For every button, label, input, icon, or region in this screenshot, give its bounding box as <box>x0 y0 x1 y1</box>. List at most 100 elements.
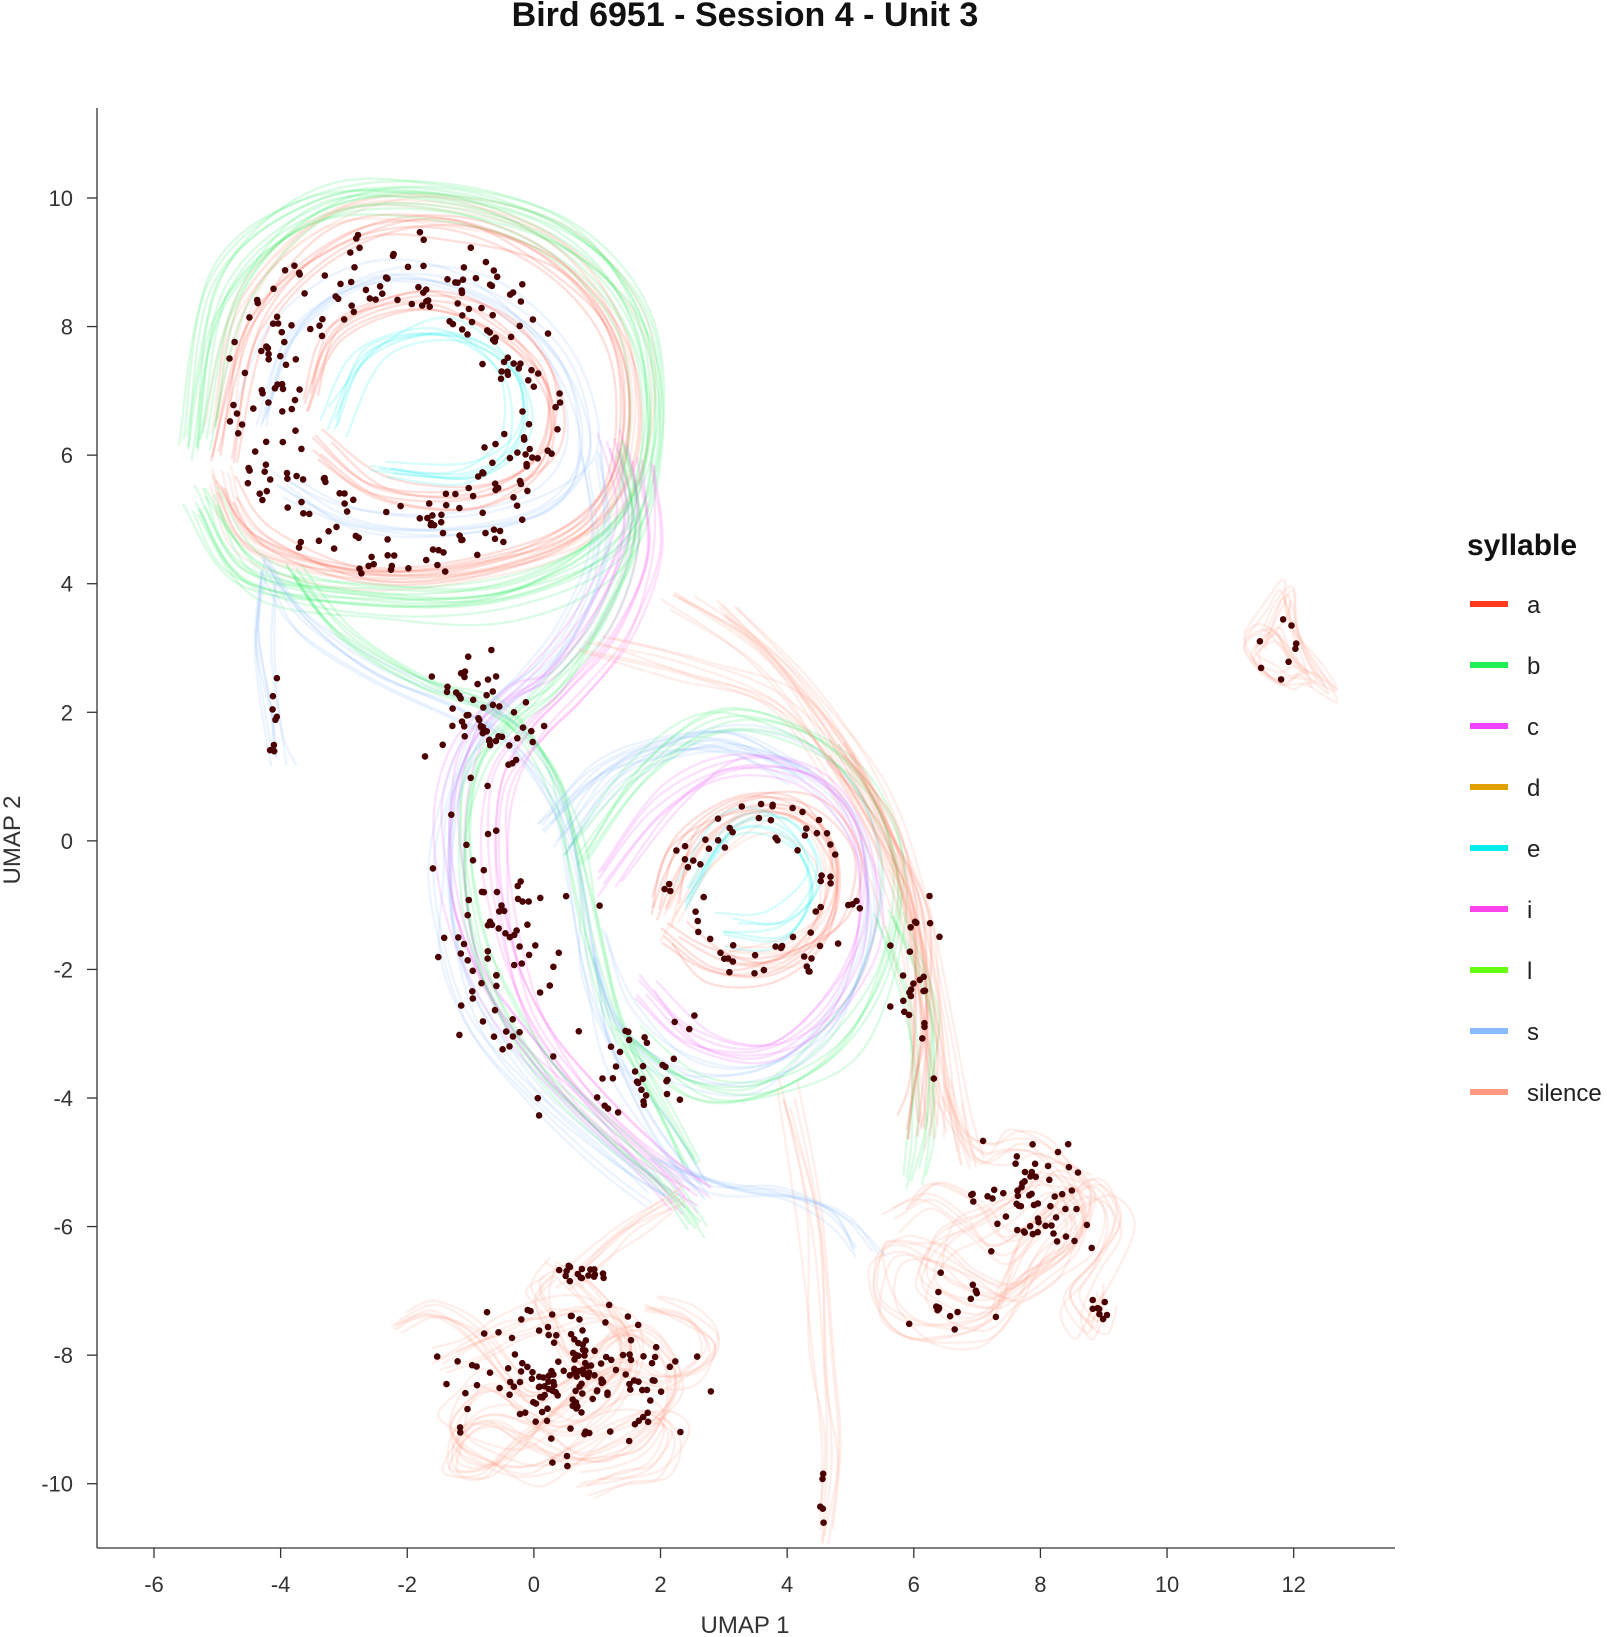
spike-point <box>492 486 499 494</box>
trajectory-c <box>440 440 674 1204</box>
spike-point <box>550 1378 557 1386</box>
spike-point <box>549 1459 556 1466</box>
trajectory-e <box>319 327 507 475</box>
spike-point <box>671 1018 678 1026</box>
spike-point <box>479 360 486 368</box>
spike-point <box>721 844 729 851</box>
trajectory-b <box>199 194 652 591</box>
trajectory-s <box>261 556 696 1193</box>
spike-point <box>644 1409 651 1417</box>
trajectory-silence <box>906 1169 1087 1310</box>
spike-point <box>315 537 323 545</box>
x-tick-label: -2 <box>397 1572 417 1597</box>
spike-point <box>405 565 412 572</box>
spike-point <box>469 696 477 704</box>
spike-point <box>575 1028 583 1035</box>
spike-point <box>899 972 907 979</box>
spike-point <box>532 1418 539 1425</box>
spike-point <box>545 1331 552 1339</box>
spike-point <box>244 479 252 487</box>
spike-point <box>817 877 824 885</box>
trajectory-s <box>670 1159 874 1252</box>
spike-point <box>469 492 477 500</box>
trajectory-silence <box>796 1082 842 1530</box>
trajectory-b <box>580 729 903 1105</box>
spike-point <box>524 921 531 928</box>
spike-point <box>555 949 563 957</box>
spike-point <box>1074 1169 1082 1176</box>
spike-point <box>420 289 427 296</box>
spike-point <box>500 538 507 546</box>
trajectory-c <box>432 432 672 1212</box>
spike-point <box>434 561 441 569</box>
spike-point <box>819 1505 827 1512</box>
spike-point <box>526 445 533 453</box>
spike-point <box>510 709 518 716</box>
spike-point <box>284 504 292 511</box>
spike-point <box>1065 1163 1073 1171</box>
spike-point <box>1257 664 1265 672</box>
spike-point <box>649 1377 656 1384</box>
spike-point <box>519 408 526 415</box>
spike-point <box>250 405 257 412</box>
trajectory-b <box>458 455 689 1231</box>
spike-point <box>458 326 466 333</box>
spike-point <box>543 1417 551 1425</box>
trajectory-s <box>267 564 708 1195</box>
y-axis-ticks: -10 -8 -6 -4 -2 0 2 4 6 8 10 <box>41 186 97 1497</box>
x-tick-label: 8 <box>1034 1572 1046 1597</box>
trajectory-layer <box>177 177 1339 1545</box>
spike-point <box>755 814 763 822</box>
spike-point <box>418 302 426 309</box>
trajectory-silence <box>573 1193 679 1281</box>
spike-point <box>437 518 445 526</box>
trajectory-silence <box>547 1261 634 1379</box>
trajectory-a <box>230 214 631 572</box>
spike-point <box>612 1063 620 1070</box>
spike-point <box>439 741 447 749</box>
spike-point <box>635 1378 642 1385</box>
spike-point <box>489 311 497 319</box>
spike-point <box>1089 1305 1096 1313</box>
spike-point <box>532 1400 540 1407</box>
spike-point <box>639 1062 647 1070</box>
trajectory-silence <box>1243 578 1318 684</box>
spike-point <box>1073 1205 1080 1213</box>
spike-point <box>1096 1310 1103 1318</box>
spike-point <box>490 526 498 533</box>
spike-point <box>567 1312 575 1320</box>
trajectory-silence <box>1242 589 1313 689</box>
spike-point <box>1032 1173 1040 1181</box>
spike-point <box>383 508 390 516</box>
trajectory-silence <box>782 1098 833 1544</box>
spike-point <box>452 490 459 498</box>
trajectory-s <box>260 571 706 1198</box>
spike-point <box>439 529 447 537</box>
spike-point <box>332 293 340 300</box>
trajectory-s <box>269 583 288 766</box>
spike-point <box>555 1266 563 1274</box>
spike-point <box>581 1352 588 1359</box>
trajectory-silence <box>723 614 972 1170</box>
spike-point <box>284 475 291 483</box>
spike-point <box>1029 1230 1037 1238</box>
trajectory-silence <box>881 1078 1123 1328</box>
trajectory-s <box>542 730 801 826</box>
trajectory-silence <box>881 1179 1068 1320</box>
spike-point <box>281 267 289 274</box>
spike-point <box>619 1351 627 1359</box>
spike-point <box>516 943 523 950</box>
spike-point <box>546 982 554 989</box>
spike-point <box>598 1379 605 1387</box>
trajectory-s <box>651 1154 855 1249</box>
spike-point <box>823 830 831 837</box>
spike-point <box>262 461 270 469</box>
spike-point <box>1064 1140 1072 1148</box>
spike-point <box>488 282 496 290</box>
spike-point <box>540 722 548 730</box>
spike-point <box>490 1033 498 1040</box>
spike-point <box>469 967 477 975</box>
spike-point <box>724 955 732 962</box>
spike-point <box>1285 658 1292 666</box>
trajectory-silence <box>892 1171 1076 1310</box>
